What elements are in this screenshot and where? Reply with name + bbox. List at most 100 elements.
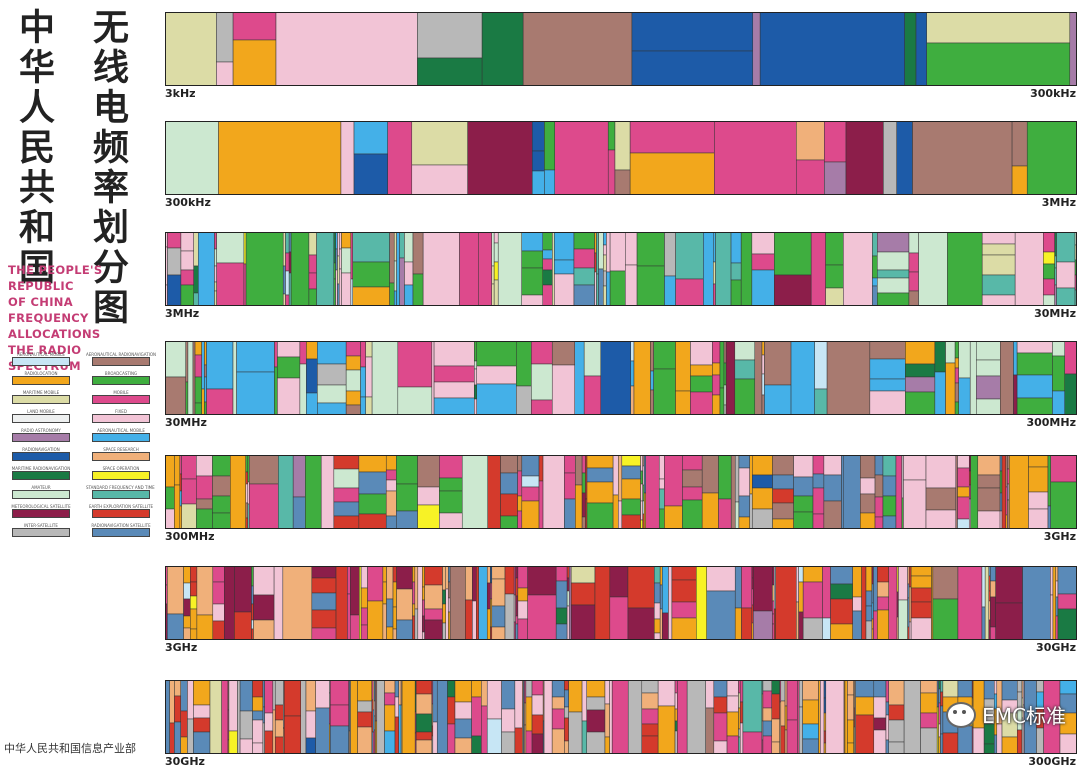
legend-swatch [92, 414, 150, 423]
legend-label: BROADCASTING [104, 371, 138, 376]
allocation-block [674, 720, 678, 732]
band-start-label: 3MHz [165, 307, 200, 320]
allocation-block [478, 566, 488, 640]
allocation-block [487, 455, 501, 529]
allocation-block [180, 710, 188, 738]
legend-label: AMATEUR [31, 485, 51, 490]
band-start-label: 30GHz [165, 755, 205, 768]
allocation-block [662, 612, 669, 640]
legend-item: MARITIME MOBILE [6, 390, 76, 404]
allocation-block [185, 381, 189, 415]
allocation-block [384, 730, 396, 754]
band-start-label: 300MHz [165, 530, 215, 543]
allocation-block [340, 121, 355, 195]
allocation-block [674, 730, 678, 754]
allocation-block [872, 285, 878, 306]
allocation-block [877, 277, 910, 294]
allocation-block [954, 401, 959, 415]
allocation-block [847, 742, 854, 754]
allocation-block [239, 680, 253, 712]
allocation-block [830, 583, 853, 600]
allocation-block [796, 566, 799, 603]
allocation-block [264, 730, 274, 754]
allocation-block [869, 358, 906, 380]
allocation-block [762, 735, 773, 754]
allocation-block [1054, 232, 1057, 257]
allocation-block [180, 736, 188, 754]
allocation-block [741, 607, 753, 640]
allocation-block [762, 680, 773, 692]
allocation-block [352, 286, 390, 306]
allocation-block [500, 455, 518, 474]
allocation-block [905, 376, 936, 393]
allocation-block [218, 121, 342, 195]
allocation-block [627, 607, 655, 640]
allocation-block [772, 488, 794, 504]
allocation-block [640, 470, 643, 485]
allocation-block [762, 690, 773, 709]
legend-swatch [12, 509, 70, 518]
allocation-block [686, 680, 706, 754]
allocation-block [382, 581, 387, 605]
allocation-block [718, 455, 732, 500]
allocation-block [308, 272, 317, 290]
allocation-block [723, 341, 727, 364]
allocation-block [631, 50, 754, 86]
allocation-block [1052, 566, 1056, 640]
allocation-block [926, 42, 1071, 86]
allocation-block [412, 232, 424, 275]
allocation-block [345, 369, 361, 392]
allocation-block [396, 510, 418, 529]
allocation-block [885, 739, 889, 754]
allocation-block [830, 598, 853, 625]
allocation-block [751, 269, 775, 306]
allocation-block [945, 362, 956, 415]
allocation-block [415, 693, 433, 715]
allocation-block [761, 341, 765, 356]
legend-item: SPACE OPERATION [86, 466, 156, 480]
allocation-block [1028, 508, 1049, 529]
allocation-block [283, 680, 302, 717]
allocation-block [179, 473, 182, 492]
allocation-block [212, 512, 231, 529]
allocation-block [417, 12, 483, 59]
band-strip [165, 566, 1077, 640]
allocation-block [447, 680, 456, 698]
allocation-block [1055, 566, 1059, 582]
allocation-block [1016, 352, 1053, 376]
allocation-block [641, 680, 659, 694]
allocation-block [627, 566, 655, 609]
allocation-block [954, 341, 959, 359]
allocation-block [739, 722, 744, 754]
allocation-block [675, 390, 691, 415]
allocation-block [1016, 374, 1053, 399]
allocation-block [212, 455, 231, 477]
allocation-block [165, 455, 175, 488]
allocation-block [564, 689, 569, 708]
allocation-block [920, 727, 938, 754]
band-strip [165, 341, 1077, 415]
legend-item: SPACE RESEARCH [86, 447, 156, 461]
allocation-block [543, 680, 553, 754]
allocation-block [454, 737, 472, 754]
allocation-block [925, 455, 957, 489]
allocation-block [972, 727, 985, 754]
allocation-block [825, 264, 844, 289]
allocation-block [713, 680, 728, 698]
allocation-block [517, 618, 528, 640]
allocation-block [474, 368, 477, 386]
band-svg [165, 232, 1077, 306]
allocation-block [614, 121, 631, 171]
allocation-block [942, 732, 959, 754]
allocation-block [196, 508, 213, 529]
allocation-block [277, 341, 301, 358]
allocation-block [564, 498, 576, 529]
allocation-block [970, 455, 979, 529]
allocation-block [183, 627, 191, 640]
allocation-block [514, 727, 523, 754]
allocation-block [367, 566, 384, 602]
allocation-block [317, 384, 347, 404]
allocation-block [422, 566, 425, 588]
allocation-block [873, 566, 878, 612]
band-end-label: 3GHz [1043, 530, 1076, 543]
